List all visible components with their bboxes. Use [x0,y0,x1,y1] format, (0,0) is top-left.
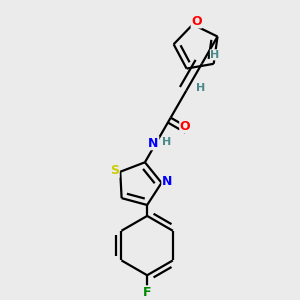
Text: F: F [143,286,152,299]
Text: O: O [191,15,202,28]
Text: H: H [162,137,172,147]
Text: S: S [110,164,119,177]
Text: N: N [162,176,172,188]
Text: H: H [196,82,205,92]
Text: O: O [180,120,190,133]
Text: N: N [148,136,159,150]
Text: H: H [210,50,220,60]
